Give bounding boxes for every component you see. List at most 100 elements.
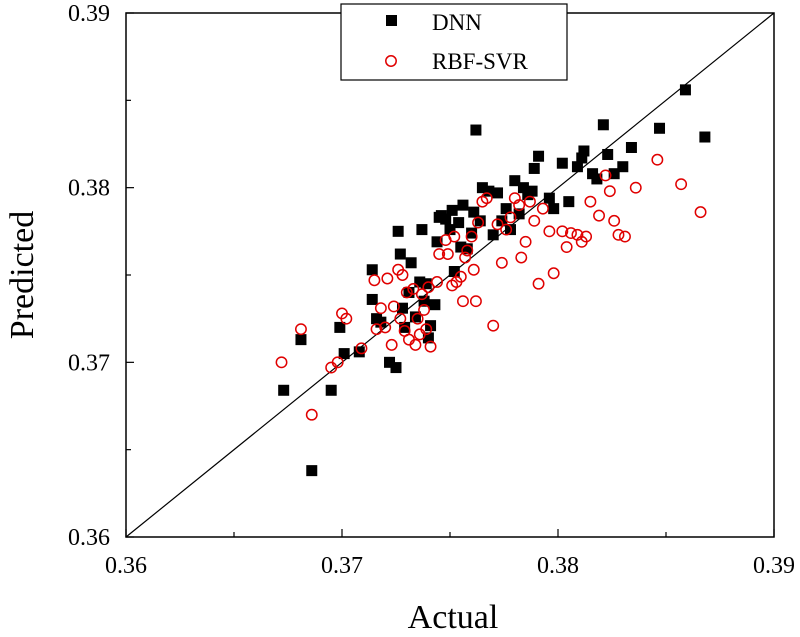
rbf-svr-point bbox=[295, 323, 307, 336]
rbf-svr-point bbox=[465, 230, 478, 243]
dnn-point bbox=[483, 185, 495, 197]
rbf-svr-point bbox=[515, 251, 528, 264]
dnn-point bbox=[453, 217, 465, 229]
dnn-point bbox=[625, 141, 637, 153]
rbf-svr-point bbox=[400, 286, 413, 299]
rbf-svr-point bbox=[415, 288, 428, 301]
dnn-point bbox=[466, 227, 478, 239]
rbf-svr-point bbox=[448, 230, 461, 243]
dnn-point bbox=[338, 348, 350, 360]
dnn-point bbox=[556, 157, 568, 169]
rbf-svr-point bbox=[547, 267, 560, 280]
rbf-svr-point bbox=[472, 216, 485, 229]
rbf-svr-point bbox=[374, 302, 387, 315]
rbf-svr-point bbox=[523, 195, 536, 208]
y-tick-label: 0.39 bbox=[68, 1, 110, 27]
rbf-svr-point bbox=[454, 270, 467, 283]
rbf-svr-point bbox=[513, 199, 526, 212]
rbf-svr-point bbox=[495, 256, 508, 269]
rbf-svr-point bbox=[560, 241, 573, 254]
rbf-svr-point bbox=[368, 274, 381, 287]
y-tick-labels: 0.36 0.37 0.38 0.39 bbox=[68, 1, 110, 551]
dnn-point bbox=[617, 161, 629, 173]
series-rbf-svr bbox=[275, 153, 707, 421]
dnn-point bbox=[602, 148, 614, 160]
dnn-point bbox=[418, 295, 430, 307]
rbf-svr-point bbox=[355, 342, 368, 355]
dnn-point bbox=[306, 465, 318, 477]
rbf-svr-point bbox=[480, 192, 493, 205]
dnn-point bbox=[405, 257, 417, 269]
legend: DNN RBF-SVR bbox=[340, 3, 568, 81]
dnn-point bbox=[476, 182, 488, 194]
y-tick-label: 0.36 bbox=[68, 525, 110, 551]
rbf-svr-point bbox=[409, 338, 422, 351]
dnn-point bbox=[533, 150, 545, 162]
rbf-svr-point bbox=[584, 195, 597, 208]
dnn-point bbox=[446, 204, 458, 216]
x-tick-label: 0.38 bbox=[537, 553, 579, 579]
dnn-point bbox=[429, 299, 441, 311]
dnn-point bbox=[608, 168, 620, 180]
rbf-svr-point bbox=[441, 248, 454, 260]
dnn-point bbox=[528, 162, 540, 174]
dnn-point bbox=[366, 293, 378, 305]
x-tick-label: 0.39 bbox=[753, 553, 795, 579]
rbf-svr-point bbox=[675, 178, 688, 191]
dnn-point bbox=[591, 173, 603, 185]
rbf-svr-point bbox=[543, 225, 556, 238]
dnn-point bbox=[414, 276, 426, 288]
dnn-point bbox=[470, 124, 482, 136]
rbf-svr-point bbox=[424, 340, 437, 353]
rbf-svr-point bbox=[407, 283, 420, 295]
rbf-svr-point bbox=[580, 230, 593, 243]
rbf-svr-point bbox=[593, 209, 605, 222]
rbf-svr-point bbox=[467, 263, 480, 276]
rbf-svr-point bbox=[500, 223, 513, 236]
dnn-point bbox=[390, 362, 402, 374]
dnn-point bbox=[654, 122, 666, 134]
dnn-point bbox=[509, 175, 521, 187]
dnn-point bbox=[457, 199, 469, 211]
rbf-svr-point bbox=[381, 272, 394, 285]
rbf-svr-point bbox=[651, 153, 664, 166]
rbf-svr-point bbox=[431, 276, 443, 288]
rbf-svr-point bbox=[379, 321, 392, 334]
rbf-svr-point bbox=[396, 269, 409, 281]
rbf-svr-point bbox=[504, 211, 517, 224]
dnn-point bbox=[325, 384, 337, 396]
legend-svr-marker bbox=[385, 55, 397, 67]
rbf-svr-point bbox=[565, 227, 577, 240]
rbf-svr-point bbox=[422, 281, 435, 294]
rbf-svr-point bbox=[459, 251, 472, 264]
rbf-svr-point bbox=[608, 214, 621, 227]
y-tick-label: 0.38 bbox=[68, 176, 110, 202]
dnn-point bbox=[409, 311, 421, 323]
dnn-point bbox=[455, 241, 467, 253]
rbf-svr-point bbox=[305, 408, 318, 421]
rbf-svr-point bbox=[629, 181, 642, 194]
legend-dnn-label: DNN bbox=[432, 10, 482, 35]
dnn-point bbox=[431, 236, 443, 248]
axis-ticks bbox=[125, 12, 775, 538]
rbf-svr-point bbox=[599, 169, 612, 182]
dnn-point bbox=[278, 384, 290, 396]
dnn-point bbox=[468, 206, 480, 218]
x-tick-labels: 0.36 0.37 0.38 0.39 bbox=[105, 553, 795, 579]
dnn-point bbox=[384, 356, 396, 368]
dnn-point bbox=[448, 266, 460, 278]
legend-box bbox=[340, 3, 568, 81]
dnn-point bbox=[513, 208, 525, 220]
rbf-svr-point bbox=[387, 300, 400, 313]
rbf-svr-point bbox=[385, 338, 398, 351]
dnn-point bbox=[597, 119, 609, 131]
dnn-point bbox=[571, 161, 583, 173]
rbf-svr-point bbox=[420, 323, 433, 336]
rbf-svr-point bbox=[331, 356, 344, 369]
series-dnn bbox=[278, 84, 711, 477]
rbf-svr-point bbox=[619, 230, 631, 243]
dnn-point bbox=[461, 243, 473, 255]
rbf-svr-point bbox=[411, 312, 424, 325]
dnn-point bbox=[548, 203, 560, 215]
dnn-point bbox=[679, 84, 691, 96]
